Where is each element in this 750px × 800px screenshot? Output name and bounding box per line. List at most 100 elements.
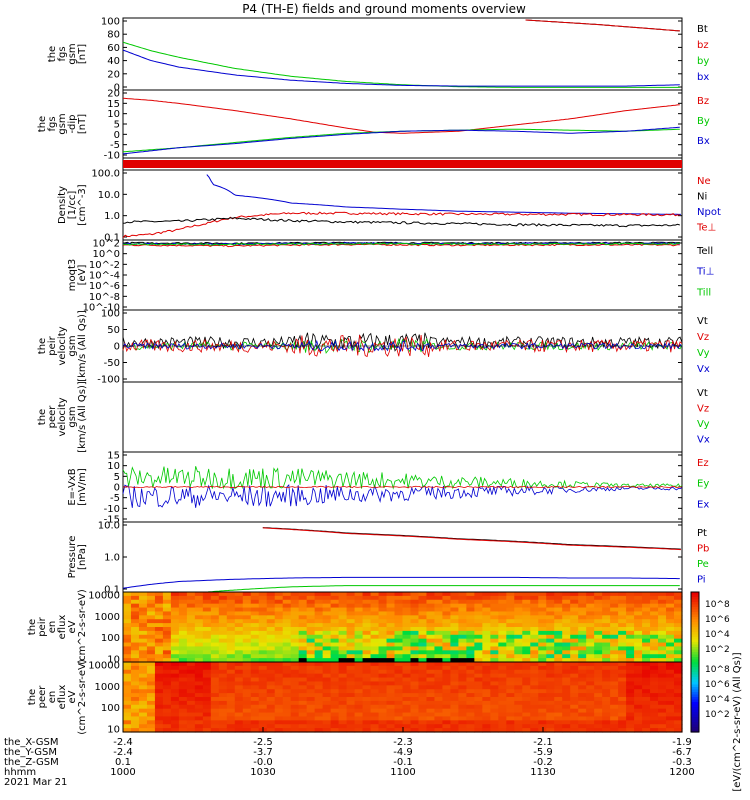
y-tick-label: 10^0 [93, 249, 120, 260]
heatmap-cell [618, 607, 627, 613]
heatmap-cell [570, 650, 579, 655]
heatmap-cell [530, 627, 539, 632]
heatmap-cell [170, 630, 180, 636]
heatmap-cell [130, 615, 140, 620]
heatmap-cell [322, 646, 332, 651]
heatmap-cell [306, 658, 316, 663]
heatmap-cell [130, 677, 140, 683]
heatmap-cell [658, 708, 667, 714]
heatmap-cell [562, 681, 571, 686]
y-axis-label: en [47, 621, 58, 634]
heatmap-cell [210, 728, 220, 733]
heatmap-cell [162, 720, 172, 725]
heatmap-cell [426, 634, 436, 640]
heatmap-cell [434, 728, 444, 733]
heatmap-cell [314, 592, 324, 597]
heatmap-cell [674, 681, 683, 686]
heatmap-cell [618, 638, 627, 644]
heatmap-cell [594, 599, 603, 605]
heatmap-cell [226, 697, 236, 702]
heatmap-cell [338, 642, 348, 648]
heatmap-cell [538, 592, 547, 597]
heatmap-cell [202, 728, 212, 733]
heatmap-cell [514, 642, 523, 648]
heatmap-cell [602, 619, 611, 624]
heatmap-cell [634, 685, 643, 690]
heatmap-cell [290, 592, 300, 597]
heatmap-cell [418, 724, 428, 729]
heatmap-cell [322, 627, 332, 632]
heatmap-cell [602, 646, 611, 651]
heatmap-cell [314, 638, 324, 644]
heatmap-cell [666, 634, 675, 640]
heatmap-cell [274, 720, 284, 725]
heatmap-cell [570, 669, 579, 675]
heatmap-cell [522, 615, 531, 620]
heatmap-cell [554, 619, 563, 624]
heatmap-cell [642, 638, 651, 644]
heatmap-cell [530, 704, 539, 710]
heatmap-cell [266, 704, 276, 710]
heatmap-cell [378, 634, 388, 640]
heatmap-cell [178, 662, 188, 667]
heatmap-cell [482, 669, 491, 675]
heatmap-cell [442, 673, 452, 679]
heatmap-cell [402, 720, 412, 725]
heatmap-cell [666, 716, 675, 721]
heatmap-cell [642, 599, 651, 605]
y-tick-label: 40 [107, 56, 120, 67]
heatmap-cell [578, 708, 587, 714]
heatmap-cell [586, 720, 595, 725]
heatmap-cell [386, 665, 396, 671]
heatmap-cell [314, 712, 324, 718]
heatmap-cell [162, 665, 172, 671]
heatmap-cell [338, 677, 348, 683]
heatmap-cell [402, 654, 412, 659]
heatmap-cell [370, 611, 380, 616]
heatmap-cell [442, 689, 452, 694]
heatmap-cell [178, 665, 188, 671]
legend-entry: Npot [697, 207, 721, 218]
heatmap-cell [394, 623, 404, 628]
heatmap-cell [562, 677, 571, 683]
heatmap-cell [506, 728, 515, 733]
heatmap-cell [658, 603, 667, 609]
heatmap-cell [194, 615, 204, 620]
heatmap-cell [594, 728, 603, 733]
heatmap-cell [346, 623, 356, 628]
heatmap-cell [123, 638, 132, 644]
heatmap-cell [202, 665, 212, 671]
heatmap-cell [146, 603, 156, 609]
heatmap-cell [234, 708, 244, 714]
heatmap-cell [298, 627, 308, 632]
heatmap-cell [123, 654, 132, 659]
y-tick-label: 80 [107, 30, 120, 41]
heatmap-cell [418, 673, 428, 679]
heatmap-cell [202, 611, 212, 616]
heatmap-cell [586, 642, 595, 648]
heatmap-cell [626, 619, 635, 624]
heatmap-cell [123, 607, 132, 613]
heatmap-cell [498, 599, 507, 605]
heatmap-cell [570, 607, 579, 613]
heatmap-cell [146, 607, 156, 613]
heatmap-cell [290, 712, 300, 718]
heatmap-cell [418, 603, 428, 609]
heatmap-cell [674, 599, 683, 605]
heatmap-cell [530, 689, 539, 694]
heatmap-cell [322, 654, 332, 659]
heatmap-cell [554, 658, 563, 663]
heatmap-cell [290, 673, 300, 679]
heatmap-cell [530, 634, 539, 640]
heatmap-cell [482, 724, 491, 729]
heatmap-cell [123, 592, 132, 597]
heatmap-cell [466, 623, 475, 628]
heatmap-cell [458, 673, 467, 679]
heatmap-cell [226, 611, 236, 616]
heatmap-cell [506, 708, 515, 714]
heatmap-cell [650, 654, 659, 659]
heatmap-cell [594, 627, 603, 632]
heatmap-cell [522, 693, 531, 698]
heatmap-cell [290, 654, 300, 659]
